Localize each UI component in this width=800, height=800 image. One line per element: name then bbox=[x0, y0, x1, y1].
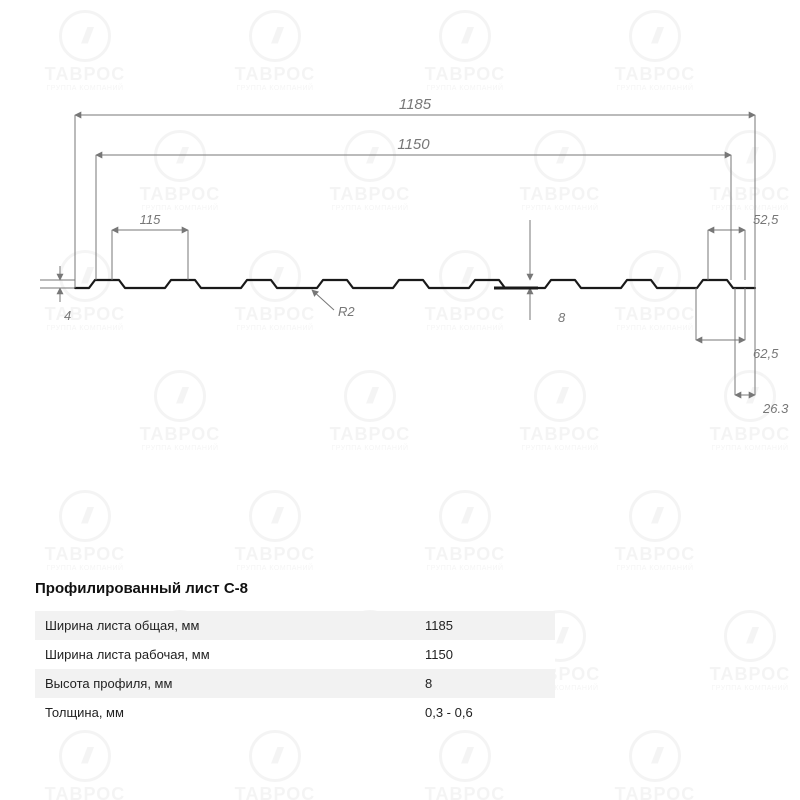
spec-value: 8 bbox=[415, 669, 555, 698]
table-row: Толщина, мм0,3 - 0,6 bbox=[35, 698, 555, 727]
spec-label: Высота профиля, мм bbox=[35, 669, 415, 698]
spec-title: Профилированный лист С-8 bbox=[35, 580, 675, 597]
svg-text:62,5: 62,5 bbox=[753, 346, 779, 361]
svg-text:8: 8 bbox=[558, 310, 566, 325]
svg-text:1185: 1185 bbox=[399, 96, 432, 113]
spec-label: Толщина, мм bbox=[35, 698, 415, 727]
spec-value: 1185 bbox=[415, 611, 555, 640]
spec-value: 1150 bbox=[415, 640, 555, 669]
svg-text:1150: 1150 bbox=[397, 136, 430, 153]
profile-diagram: 1185 1150 115 52,5 62,5 26.3 4 R2 8 bbox=[0, 0, 800, 520]
svg-text:26.3: 26.3 bbox=[762, 401, 789, 416]
spec-label: Ширина листа рабочая, мм bbox=[35, 640, 415, 669]
svg-text:4: 4 bbox=[64, 308, 71, 323]
table-row: Высота профиля, мм8 bbox=[35, 669, 555, 698]
svg-text:52,5: 52,5 bbox=[753, 212, 779, 227]
svg-text:R2: R2 bbox=[338, 304, 355, 319]
svg-text:115: 115 bbox=[140, 212, 161, 227]
spec-table: Ширина листа общая, мм1185 Ширина листа … bbox=[35, 611, 555, 727]
table-row: Ширина листа общая, мм1185 bbox=[35, 611, 555, 640]
profile-path bbox=[75, 280, 755, 288]
table-row: Ширина листа рабочая, мм1150 bbox=[35, 640, 555, 669]
spec-value: 0,3 - 0,6 bbox=[415, 698, 555, 727]
spec-block: Профилированный лист С-8 Ширина листа об… bbox=[35, 580, 675, 727]
spec-label: Ширина листа общая, мм bbox=[35, 611, 415, 640]
